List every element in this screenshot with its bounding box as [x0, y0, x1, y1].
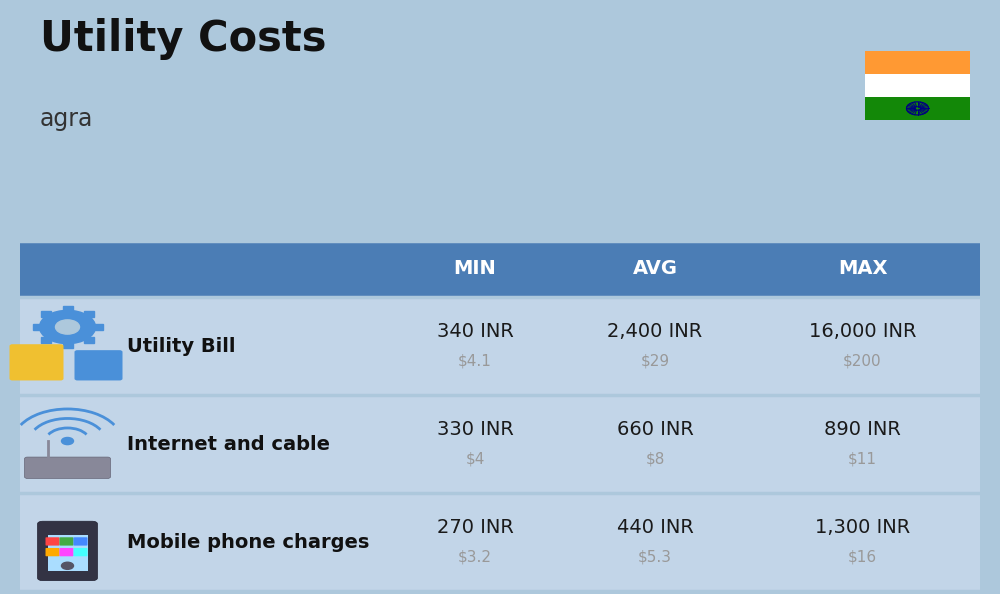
Text: 440 INR: 440 INR: [617, 518, 693, 536]
Text: 890 INR: 890 INR: [824, 420, 901, 438]
Text: Utility Costs: Utility Costs: [40, 18, 326, 60]
FancyBboxPatch shape: [20, 493, 980, 591]
Circle shape: [62, 437, 74, 444]
Bar: [84, 337, 94, 343]
FancyBboxPatch shape: [20, 395, 980, 493]
Text: Utility Bill: Utility Bill: [127, 337, 236, 355]
Bar: [84, 311, 94, 317]
Bar: [41, 337, 51, 343]
Text: $200: $200: [843, 353, 882, 368]
Text: $5.3: $5.3: [638, 549, 672, 564]
FancyBboxPatch shape: [20, 241, 980, 297]
Text: Mobile phone charges: Mobile phone charges: [127, 533, 369, 551]
Text: $16: $16: [848, 549, 877, 564]
Text: AVG: AVG: [632, 260, 677, 278]
FancyBboxPatch shape: [865, 52, 970, 74]
Text: $3.2: $3.2: [458, 549, 492, 564]
Text: $4: $4: [465, 451, 485, 466]
FancyBboxPatch shape: [25, 457, 111, 479]
Text: 16,000 INR: 16,000 INR: [809, 322, 916, 340]
FancyBboxPatch shape: [74, 548, 88, 556]
Text: $29: $29: [640, 353, 670, 368]
Bar: [41, 311, 51, 317]
Text: 330 INR: 330 INR: [437, 420, 513, 438]
Text: agra: agra: [40, 107, 93, 131]
Bar: [62, 307, 72, 312]
Bar: [33, 324, 43, 330]
FancyBboxPatch shape: [74, 350, 122, 381]
FancyBboxPatch shape: [865, 74, 970, 97]
Text: $8: $8: [645, 451, 665, 466]
FancyBboxPatch shape: [10, 345, 64, 381]
FancyBboxPatch shape: [46, 548, 60, 556]
FancyBboxPatch shape: [20, 297, 980, 395]
FancyBboxPatch shape: [865, 97, 970, 120]
FancyBboxPatch shape: [48, 535, 88, 570]
Bar: [92, 324, 103, 330]
FancyBboxPatch shape: [46, 538, 60, 545]
Text: $4.1: $4.1: [458, 353, 492, 368]
FancyBboxPatch shape: [60, 548, 74, 556]
FancyBboxPatch shape: [60, 538, 74, 545]
Text: MIN: MIN: [454, 260, 496, 278]
Circle shape: [62, 562, 74, 569]
Circle shape: [40, 310, 96, 343]
Text: 1,300 INR: 1,300 INR: [815, 518, 910, 536]
Text: 270 INR: 270 INR: [437, 518, 513, 536]
Bar: [62, 342, 72, 348]
Text: 660 INR: 660 INR: [617, 420, 693, 438]
Text: 340 INR: 340 INR: [437, 322, 513, 340]
FancyBboxPatch shape: [74, 538, 88, 545]
Text: 2,400 INR: 2,400 INR: [607, 322, 703, 340]
Circle shape: [56, 320, 80, 334]
FancyBboxPatch shape: [38, 522, 98, 581]
Text: Internet and cable: Internet and cable: [127, 435, 330, 453]
Text: $11: $11: [848, 451, 877, 466]
Text: MAX: MAX: [838, 260, 887, 278]
